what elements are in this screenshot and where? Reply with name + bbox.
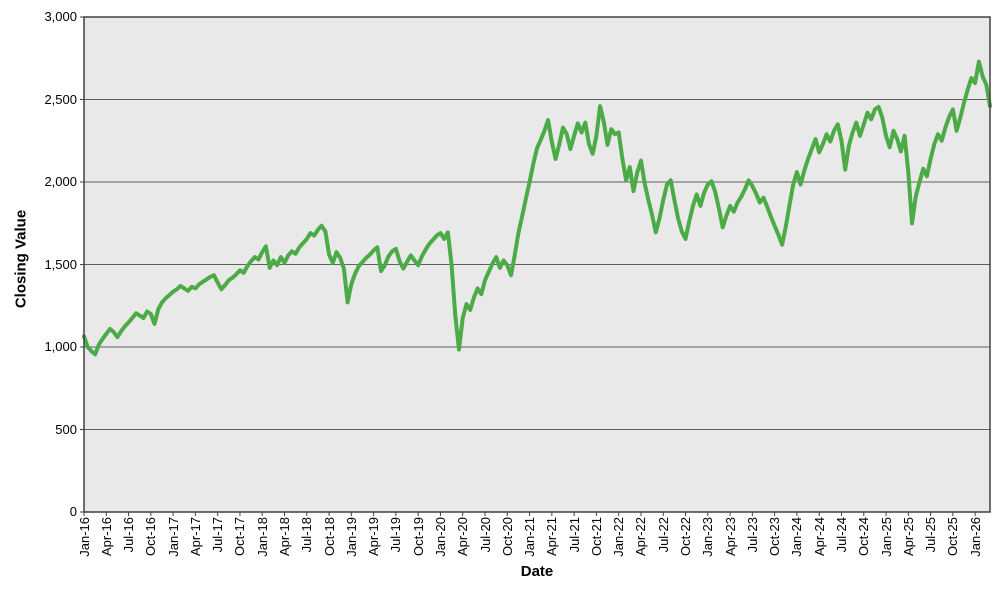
x-tick-label: Oct-18 [321,517,337,557]
x-tick-label: Apr-18 [277,517,292,557]
x-tick-label: Jul-24 [833,517,849,553]
x-tick-label: Jan-21 [522,517,538,557]
x-tick-label: Oct-23 [767,517,783,557]
x-tick-label: Jan-19 [343,517,359,557]
x-tick-label: Jan-26 [967,517,983,557]
y-tick-label: 0 [69,504,77,519]
x-tick-label: Jan-24 [789,517,805,557]
x-tick-label: Apr-16 [98,517,114,557]
plot-border [83,16,991,513]
x-tick-label: Jul-23 [744,517,760,553]
x-tick-label: Jan-18 [254,517,270,557]
y-tick-label: 2,500 [44,91,77,107]
x-tick-label: Oct-22 [678,517,694,557]
x-tick-label: Jan-22 [611,517,627,557]
y-tick-label: 1,000 [44,339,77,354]
x-tick-label: Oct-20 [499,517,515,557]
x-tick-label: Apr-21 [544,517,560,557]
x-tick-label: Jul-16 [121,517,137,553]
y-tick-label: 500 [55,421,77,437]
x-tick-label: Jan-16 [76,517,92,557]
y-tick-label: 2,000 [44,174,77,189]
y-tick-label: 1,500 [44,256,77,272]
x-tick-label: Jul-20 [477,517,493,553]
x-tick-label: Oct-24 [856,517,872,557]
y-axis-title: Closing Value [12,209,30,309]
x-tick-label: Jan-17 [165,517,181,557]
x-tick-label: Jul-21 [566,517,582,553]
x-tick-label: Jul-22 [655,517,671,553]
x-tick-label: Jul-19 [388,517,404,553]
closing-value-series-line [82,59,992,357]
x-tick-label: Jul-18 [299,517,315,553]
x-tick-label: Apr-17 [187,517,203,557]
x-tick-label: Jan-23 [700,517,716,557]
x-tick-label: Oct-19 [410,517,426,557]
y-tick-label: 3,000 [44,9,77,24]
x-tick-label: Oct-17 [232,517,248,557]
x-tick-label: Apr-22 [633,517,649,557]
x-tick-label: Jul-25 [923,517,939,553]
x-tick-label: Apr-24 [811,517,827,557]
x-tick-label: Apr-20 [455,517,471,557]
x-tick-label: Jul-17 [210,517,226,553]
x-tick-label: Apr-25 [900,517,916,557]
x-tick-label: Apr-23 [722,517,738,557]
x-tick-label: Oct-16 [143,517,159,557]
x-tick-label: Jan-25 [878,517,894,557]
x-tick-label: Jan-20 [432,517,448,557]
x-tick-label: Oct-21 [588,517,604,557]
x-axis-title: Date [520,563,554,580]
x-tick-label: Apr-19 [366,517,382,557]
x-tick-label: Oct-25 [945,517,961,557]
